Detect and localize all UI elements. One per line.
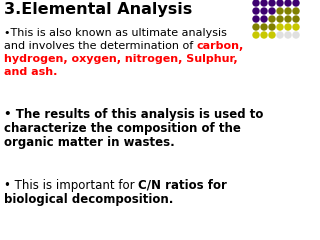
Circle shape <box>269 24 275 30</box>
Text: •This is also known as ultimate analysis: •This is also known as ultimate analysis <box>4 28 227 38</box>
Circle shape <box>277 16 283 22</box>
Text: C/N ratios for: C/N ratios for <box>138 179 227 192</box>
Text: biological decomposition.: biological decomposition. <box>4 193 173 206</box>
Circle shape <box>253 32 259 38</box>
Circle shape <box>253 16 259 22</box>
Circle shape <box>285 0 291 6</box>
Circle shape <box>285 32 291 38</box>
Circle shape <box>277 8 283 14</box>
Text: organic matter in wastes.: organic matter in wastes. <box>4 136 175 149</box>
Text: • The results of this analysis is used to: • The results of this analysis is used t… <box>4 108 263 121</box>
Circle shape <box>285 8 291 14</box>
Circle shape <box>269 0 275 6</box>
Circle shape <box>261 16 267 22</box>
Text: characterize the composition of the: characterize the composition of the <box>4 122 241 135</box>
Circle shape <box>285 16 291 22</box>
Circle shape <box>261 8 267 14</box>
Circle shape <box>293 0 299 6</box>
Circle shape <box>261 24 267 30</box>
Circle shape <box>277 0 283 6</box>
Circle shape <box>293 24 299 30</box>
Text: carbon,: carbon, <box>197 41 244 51</box>
Circle shape <box>293 8 299 14</box>
Text: 3.Elemental Analysis: 3.Elemental Analysis <box>4 2 192 17</box>
Text: hydrogen, oxygen, nitrogen, Sulphur,: hydrogen, oxygen, nitrogen, Sulphur, <box>4 54 238 64</box>
Circle shape <box>277 24 283 30</box>
Circle shape <box>253 24 259 30</box>
Circle shape <box>261 0 267 6</box>
Circle shape <box>269 16 275 22</box>
Circle shape <box>293 16 299 22</box>
Circle shape <box>261 32 267 38</box>
Circle shape <box>253 0 259 6</box>
Circle shape <box>293 32 299 38</box>
Circle shape <box>253 8 259 14</box>
Circle shape <box>277 32 283 38</box>
Text: and ash.: and ash. <box>4 67 57 77</box>
Text: and involves the determination of: and involves the determination of <box>4 41 197 51</box>
Circle shape <box>285 24 291 30</box>
Text: • This is important for: • This is important for <box>4 179 138 192</box>
Circle shape <box>269 32 275 38</box>
Circle shape <box>269 8 275 14</box>
